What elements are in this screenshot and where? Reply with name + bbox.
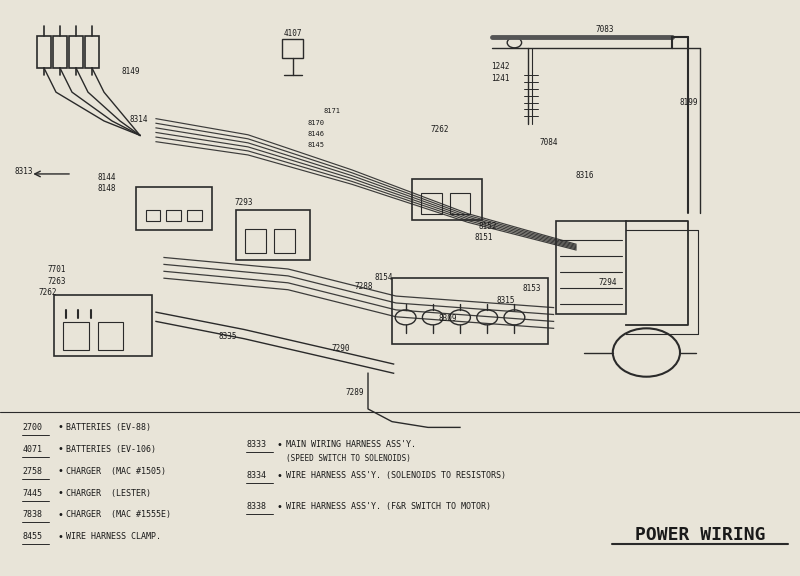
Text: 8152: 8152	[478, 222, 497, 231]
Text: •: •	[277, 502, 282, 512]
Bar	[136, 187, 212, 230]
Text: (SPEED SWITCH TO SOLENOIDS): (SPEED SWITCH TO SOLENOIDS)	[286, 454, 411, 463]
Text: 7701: 7701	[48, 265, 66, 274]
Text: BATTERIES (EV-88): BATTERIES (EV-88)	[66, 423, 151, 432]
Text: CHARGER  (LESTER): CHARGER (LESTER)	[66, 488, 151, 498]
Text: 8455: 8455	[22, 532, 42, 541]
Text: 8144: 8144	[98, 173, 116, 182]
Bar	[69, 36, 83, 68]
Text: 2700: 2700	[22, 423, 42, 432]
Bar	[282, 39, 303, 58]
Text: CHARGER  (MAC #1555E): CHARGER (MAC #1555E)	[66, 510, 171, 520]
Bar	[245, 229, 266, 253]
Bar	[421, 193, 442, 214]
Text: 8199: 8199	[680, 98, 698, 107]
Text: •: •	[277, 471, 282, 481]
Text: 8145: 8145	[308, 142, 325, 147]
Text: 8334: 8334	[246, 471, 266, 480]
Text: •: •	[58, 532, 63, 542]
Text: WIRE HARNESS ASS'Y. (F&R SWITCH TO MOTOR): WIRE HARNESS ASS'Y. (F&R SWITCH TO MOTOR…	[286, 502, 491, 511]
Text: 2758: 2758	[22, 467, 42, 476]
Text: 7289: 7289	[346, 388, 364, 397]
Bar	[85, 36, 99, 68]
Text: 8313: 8313	[14, 166, 33, 176]
Bar	[556, 221, 626, 314]
Text: WIRE HARNESS CLAMP.: WIRE HARNESS CLAMP.	[66, 532, 162, 541]
Bar	[63, 322, 89, 350]
Bar	[392, 278, 548, 344]
Text: 7838: 7838	[22, 510, 42, 520]
Text: WIRE HARNESS ASS'Y. (SOLENOIDS TO RESISTORS): WIRE HARNESS ASS'Y. (SOLENOIDS TO RESIST…	[286, 471, 506, 480]
Bar	[412, 179, 482, 220]
Text: 8333: 8333	[246, 440, 266, 449]
Text: 7083: 7083	[596, 25, 614, 35]
Text: •: •	[277, 439, 282, 450]
Text: 8146: 8146	[308, 131, 325, 137]
Bar	[187, 210, 202, 221]
Text: 8153: 8153	[522, 284, 541, 293]
Text: 8338: 8338	[246, 502, 266, 511]
Text: 4071: 4071	[22, 445, 42, 454]
Text: 4107: 4107	[284, 29, 302, 38]
Bar	[98, 322, 123, 350]
Text: •: •	[58, 488, 63, 498]
Text: 7294: 7294	[598, 278, 617, 287]
Bar	[37, 36, 51, 68]
Text: 7290: 7290	[332, 344, 350, 353]
Text: 7262: 7262	[430, 125, 449, 134]
Text: 7263: 7263	[48, 276, 66, 286]
Bar	[54, 295, 152, 356]
Text: 1241: 1241	[491, 74, 510, 84]
Text: •: •	[58, 466, 63, 476]
Bar	[450, 193, 470, 214]
Text: 8309: 8309	[438, 314, 457, 323]
Bar	[146, 210, 160, 221]
Text: 8316: 8316	[576, 171, 594, 180]
Bar	[274, 229, 295, 253]
Text: 7293: 7293	[234, 198, 253, 207]
Text: 8154: 8154	[374, 272, 393, 282]
Text: 8314: 8314	[130, 115, 148, 124]
Text: CHARGER  (MAC #1505): CHARGER (MAC #1505)	[66, 467, 166, 476]
Text: •: •	[58, 444, 63, 454]
Text: BATTERIES (EV-106): BATTERIES (EV-106)	[66, 445, 157, 454]
Text: 8315: 8315	[497, 295, 515, 305]
Text: 7288: 7288	[354, 282, 373, 291]
Text: 8151: 8151	[474, 233, 493, 242]
Text: •: •	[58, 422, 63, 433]
Text: 8171: 8171	[324, 108, 341, 113]
Text: 1242: 1242	[491, 62, 510, 71]
Text: 7084: 7084	[540, 138, 558, 147]
Bar	[166, 210, 181, 221]
Bar	[236, 210, 310, 260]
Text: MAIN WIRING HARNESS ASS'Y.: MAIN WIRING HARNESS ASS'Y.	[286, 440, 416, 449]
Text: 8170: 8170	[308, 120, 325, 126]
Bar	[53, 36, 67, 68]
Text: 8149: 8149	[122, 67, 140, 77]
Text: 8335: 8335	[218, 332, 237, 342]
Text: •: •	[58, 510, 63, 520]
Text: 7262: 7262	[38, 288, 57, 297]
Text: 8148: 8148	[98, 184, 116, 194]
Text: 7445: 7445	[22, 488, 42, 498]
Text: POWER WIRING: POWER WIRING	[634, 525, 766, 544]
